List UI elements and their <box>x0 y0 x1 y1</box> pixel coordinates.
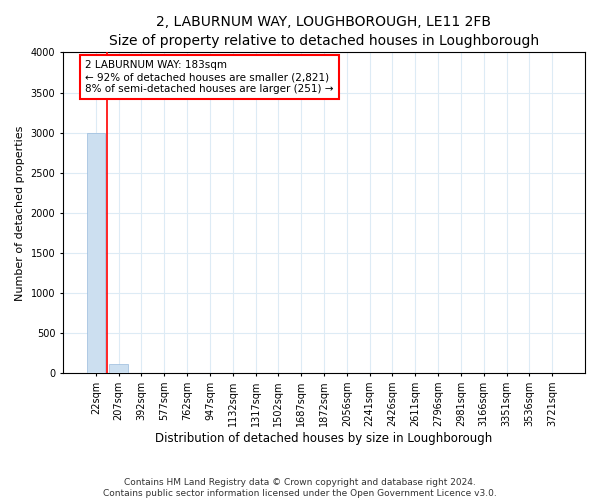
Text: Contains HM Land Registry data © Crown copyright and database right 2024.
Contai: Contains HM Land Registry data © Crown c… <box>103 478 497 498</box>
Y-axis label: Number of detached properties: Number of detached properties <box>15 125 25 300</box>
X-axis label: Distribution of detached houses by size in Loughborough: Distribution of detached houses by size … <box>155 432 493 445</box>
Title: 2, LABURNUM WAY, LOUGHBOROUGH, LE11 2FB
Size of property relative to detached ho: 2, LABURNUM WAY, LOUGHBOROUGH, LE11 2FB … <box>109 15 539 48</box>
Text: 2 LABURNUM WAY: 183sqm
← 92% of detached houses are smaller (2,821)
8% of semi-d: 2 LABURNUM WAY: 183sqm ← 92% of detached… <box>85 60 334 94</box>
Bar <box>86 132 105 374</box>
Bar <box>109 364 128 374</box>
